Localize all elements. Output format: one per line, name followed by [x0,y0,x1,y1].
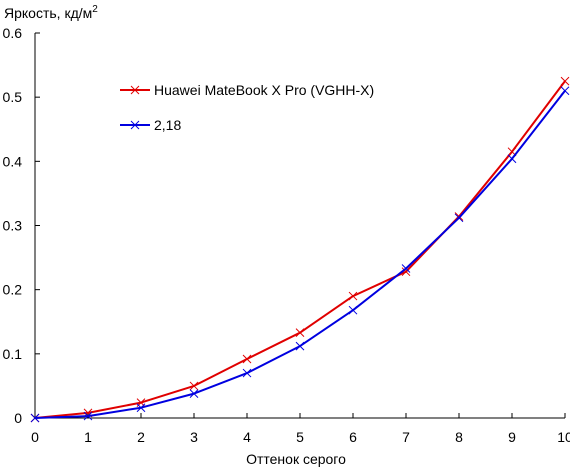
point-marker-stroke [454,213,464,223]
x-tick-label: 1 [84,429,92,445]
series-1-point [348,291,358,301]
point-marker-stroke [507,154,517,164]
legend-entry-1: Huawei MateBook X Pro (VGHH-X) [120,82,374,98]
point-marker-stroke [189,389,199,398]
point-marker-stroke [401,264,411,273]
axes: 0 0.1 0.2 0.3 0.4 0.5 0.6 0 1 2 3 4 5 6 7 8 9 10 [3,25,570,445]
point-marker-stroke [242,354,252,364]
series-1-point [401,267,411,277]
y-axis-title-superscript: 2 [92,4,98,15]
series-1-point [242,354,252,364]
series-2-point [189,389,199,398]
legend-swatch-marker [130,85,140,95]
y-tick-label: 0.6 [3,25,23,41]
x-tick-label: 2 [137,429,145,445]
x-tick-label: 10 [557,429,570,445]
point-marker-stroke [242,368,252,378]
x-tick-label: 4 [243,429,251,445]
y-tick-label: 0.1 [3,346,23,362]
point-marker-stroke [295,341,305,351]
series-1-point [295,328,305,338]
x-tick-label: 8 [455,429,463,445]
series-2-point [83,411,93,421]
y-tick-label: 0.2 [3,282,23,298]
series-2-point [454,213,464,223]
y-tick-label: 0.5 [3,89,23,105]
x-tick-label: 5 [296,429,304,445]
point-marker-stroke [348,305,358,315]
point-marker-stroke [83,411,93,421]
x-tick-label: 9 [508,429,516,445]
y-tick-label: 0.4 [3,153,23,169]
legend-label: Huawei MateBook X Pro (VGHH-X) [154,82,374,98]
legend-swatch-marker [130,120,140,130]
series-2-point [295,341,305,351]
series-line-2 [34,90,566,419]
y-axis-title-text: Яркость, кд/м [4,5,92,21]
y-tick-label: 0 [14,410,22,426]
x-tick-label: 6 [349,429,357,445]
point-marker-stroke [560,76,570,86]
legend: Huawei MateBook X Pro (VGHH-X) 2,18 [120,82,374,133]
point-marker-stroke [30,413,40,423]
y-axis-title: Яркость, кд/м2 [4,4,98,21]
legend-label: 2,18 [154,117,181,133]
series-2-point [348,305,358,315]
point-marker-stroke [560,86,570,96]
point-marker-stroke [136,403,146,413]
series-1-point [189,381,199,391]
series-2-point [560,86,570,96]
point-marker-stroke [295,328,305,338]
series-2-point [401,264,411,273]
point-marker-stroke [507,147,517,157]
series-2-point [242,368,252,378]
series-2-point [136,403,146,413]
plot-area [30,76,570,423]
x-tick-label: 0 [31,429,39,445]
series-2-point [507,154,517,164]
y-tick-label: 0.3 [3,218,23,234]
series-1-point [560,76,570,86]
series-line-1 [34,80,566,419]
point-marker-stroke [348,291,358,301]
point-marker-stroke [189,381,199,391]
x-tick-label: 3 [190,429,198,445]
x-axis-title: Оттенок серого [246,451,346,467]
x-tick-label: 7 [402,429,410,445]
point-marker-stroke [401,267,411,277]
legend-entry-2: 2,18 [120,117,181,133]
series-2-point [30,413,40,423]
